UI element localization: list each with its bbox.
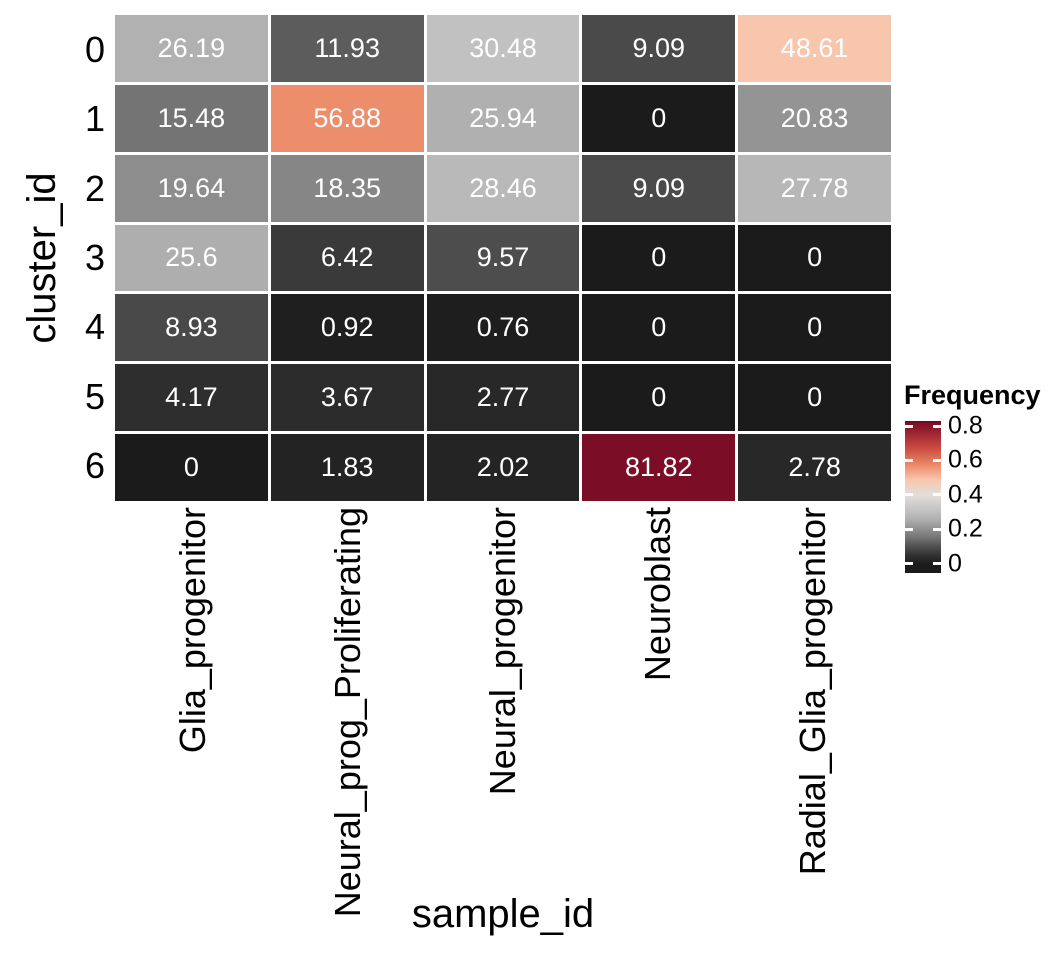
heatmap-cell: 0 xyxy=(738,364,891,432)
heatmap-cell: 26.19 xyxy=(115,15,268,82)
heatmap-cell: 0.76 xyxy=(426,294,580,362)
heatmap-cell: 9.09 xyxy=(582,15,736,82)
legend-tick-mark xyxy=(905,493,913,497)
heatmap-cell: 81.82 xyxy=(582,434,736,501)
y-tick-label: 2 xyxy=(84,167,105,209)
legend-tick-mark xyxy=(933,458,941,462)
heatmap-cell: 25.6 xyxy=(115,224,268,292)
heatmap-cell: 6.42 xyxy=(270,224,424,292)
legend-tick-mark xyxy=(933,562,941,566)
legend-tick-label: 0.4 xyxy=(948,480,983,509)
heatmap-cell: 2.78 xyxy=(738,434,891,501)
legend-tick-label: 0.6 xyxy=(948,445,983,474)
x-tick-label: Neuroblast xyxy=(637,507,679,682)
heatmap-cell: 0.92 xyxy=(270,294,424,362)
heatmap-cell: 0 xyxy=(115,434,268,501)
y-tick-label: 3 xyxy=(84,236,105,278)
x-axis-title: sample_id xyxy=(411,892,595,936)
legend-tick-label: 0.2 xyxy=(948,514,983,543)
x-tick-label: Neural_prog_Proliferating xyxy=(326,507,368,918)
heatmap-cell: 2.77 xyxy=(426,364,580,432)
legend-title: Frequency xyxy=(904,380,1041,410)
heatmap-cell: 20.83 xyxy=(738,84,891,152)
heatmap-cell: 56.88 xyxy=(270,84,424,152)
legend-tick-mark xyxy=(933,527,941,531)
heatmap-cell: 2.02 xyxy=(426,434,580,501)
heatmap-cell: 18.35 xyxy=(270,154,424,222)
x-tick-label: Neural_progenitor xyxy=(482,507,524,796)
heatmap-cell: 0 xyxy=(582,224,736,292)
heatmap-cell: 1.83 xyxy=(270,434,424,501)
y-tick-label: 6 xyxy=(84,445,105,487)
heatmap-cell: 28.46 xyxy=(426,154,580,222)
heatmap-cell: 0 xyxy=(738,224,891,292)
heatmap-cell: 27.78 xyxy=(738,154,891,222)
heatmap-cell: 0 xyxy=(582,364,736,432)
heatmap-cell: 3.67 xyxy=(270,364,424,432)
heatmap-cell: 0 xyxy=(582,84,736,152)
heatmap-cell: 9.57 xyxy=(426,224,580,292)
legend-tick-mark xyxy=(933,493,941,497)
heatmap-grid: 26.19 11.93 30.48 9.09 48.61 15.48 56.88 25.94 0… xyxy=(115,15,891,501)
legend-colorbar xyxy=(905,421,941,573)
legend: Frequency 0.8 0.6 0.4 0.2 0 xyxy=(904,382,1056,582)
heatmap-cell: 11.93 xyxy=(270,15,424,82)
y-axis-tick-labels: 0 1 2 3 4 5 6 xyxy=(0,15,105,501)
x-tick-label: Radial_Glia_progenitor xyxy=(792,507,834,876)
legend-tick-mark xyxy=(905,424,913,428)
legend-tick-label: 0.8 xyxy=(948,411,983,440)
heatmap-cell: 19.64 xyxy=(115,154,268,222)
x-tick-label: Glia_progenitor xyxy=(171,507,213,754)
legend-tick-mark xyxy=(933,424,941,428)
heatmap-cell: 0 xyxy=(738,294,891,362)
y-tick-label: 4 xyxy=(84,306,105,348)
heatmap-cell: 9.09 xyxy=(582,154,736,222)
y-tick-label: 5 xyxy=(84,375,105,417)
heatmap-cell: 25.94 xyxy=(426,84,580,152)
legend-tick-mark xyxy=(905,562,913,566)
heatmap-cell: 30.48 xyxy=(426,15,580,82)
legend-tick-mark xyxy=(905,527,913,531)
legend-tick-label: 0 xyxy=(948,549,962,578)
heatmap-cell: 8.93 xyxy=(115,294,268,362)
y-tick-label: 0 xyxy=(84,28,105,70)
legend-tick-mark xyxy=(905,458,913,462)
heatmap-cell: 48.61 xyxy=(738,15,891,82)
y-tick-label: 1 xyxy=(84,98,105,140)
heatmap-cell: 15.48 xyxy=(115,84,268,152)
heatmap-cell: 4.17 xyxy=(115,364,268,432)
heatmap-cell: 0 xyxy=(582,294,736,362)
